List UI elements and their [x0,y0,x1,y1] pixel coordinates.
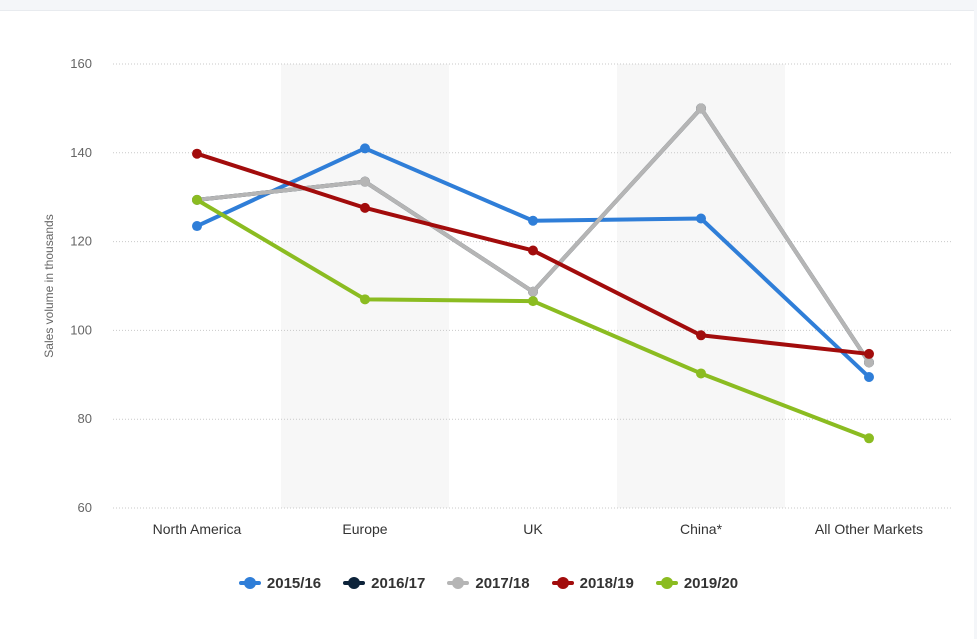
data-point[interactable] [696,368,706,379]
legend-item[interactable]: 2018/19 [551,574,634,592]
data-point[interactable] [360,202,370,213]
y-tick-label: 100 [70,322,92,337]
data-point[interactable] [864,357,874,368]
data-point[interactable] [864,433,874,444]
legend-swatch [447,577,470,589]
legend-item[interactable]: 2016/17 [343,575,425,592]
data-point[interactable] [528,215,538,226]
legend-item[interactable]: 2017/18 [447,574,530,592]
data-point[interactable] [528,245,538,256]
legend-swatch [343,577,366,589]
legend-label: 2018/19 [579,574,634,592]
plot-band [617,64,785,508]
series-2015-16 [192,143,874,383]
plot-bands [281,64,785,508]
x-axis-ticks: North America Europe UK China* All Other Mar… [153,521,923,537]
data-point[interactable] [360,143,370,154]
line-chart: 60 80 100 120 140 160 North America Europe UK Ch… [42,56,953,537]
x-tick-label: Europe [342,521,387,537]
right-edge-bar [974,10,977,639]
plot-band [281,64,449,508]
data-point[interactable] [864,372,874,383]
y-tick-label: 120 [70,234,92,249]
legend: 2015/16 2016/17 2017/18 2018/19 2019/20 [0,570,977,596]
x-tick-label: China* [680,521,723,537]
data-point[interactable] [696,103,706,114]
y-axis-label: Sales volume in thousands [42,214,56,357]
data-point[interactable] [360,176,370,187]
legend-swatch [238,577,261,589]
legend-item[interactable]: 2019/20 [655,574,739,592]
data-point[interactable] [696,330,706,341]
y-tick-label: 160 [70,56,92,71]
y-tick-label: 140 [70,145,92,160]
data-point[interactable] [360,294,370,305]
legend-label: 2016/17 [371,574,426,592]
data-point[interactable] [864,348,874,359]
data-point[interactable] [192,148,202,159]
data-point[interactable] [696,213,706,224]
legend-label: 2017/18 [475,574,530,592]
top-strip [0,0,977,11]
series-2018-19 [192,148,874,359]
y-tick-label: 80 [78,411,92,426]
legend-label: 2019/20 [683,574,739,592]
legend-swatch [551,577,574,589]
series-2019-20 [192,194,874,444]
x-tick-label: All Other Markets [815,521,923,537]
x-tick-label: UK [523,521,543,537]
legend-swatch [655,577,678,589]
series-lines [192,103,874,444]
legend-label: 2015/16 [266,574,322,592]
x-tick-label: North America [153,521,242,537]
legend-item[interactable]: 2015/16 [238,574,322,592]
y-axis-ticks: 60 80 100 120 140 160 [70,56,92,515]
gridlines [113,63,953,509]
data-point[interactable] [528,296,538,307]
data-point[interactable] [192,221,202,232]
data-point[interactable] [192,194,202,205]
data-point[interactable] [528,286,538,297]
y-tick-label: 60 [78,500,92,515]
